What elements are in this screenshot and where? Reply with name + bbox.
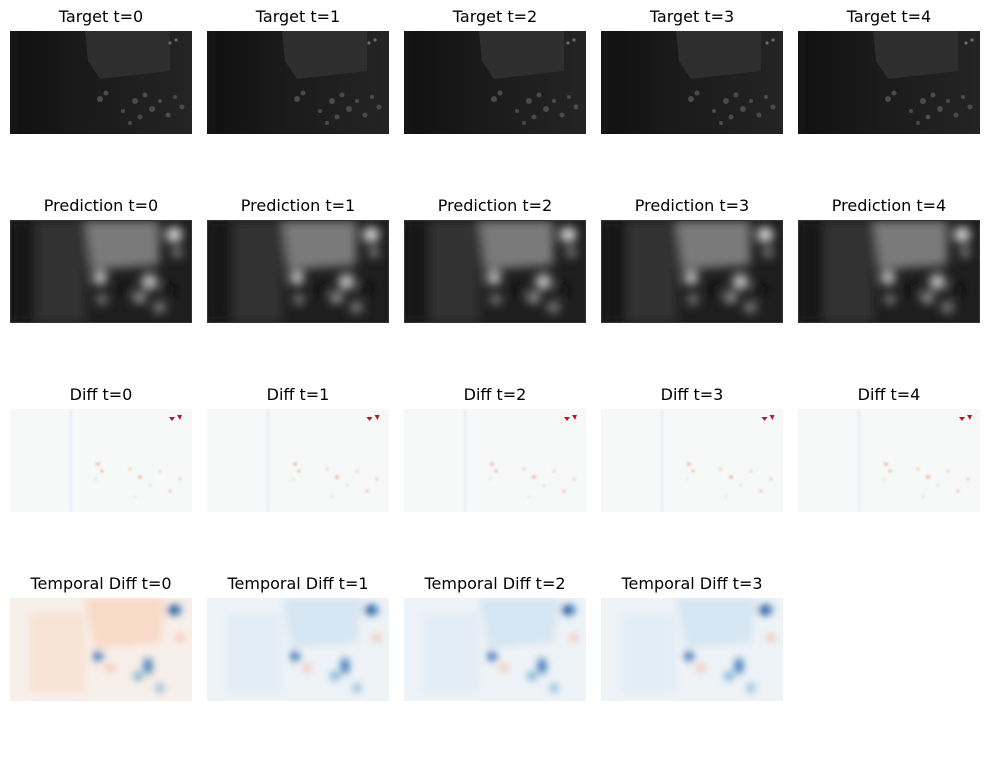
pred-image-4	[798, 220, 980, 323]
diff-image-4	[798, 409, 980, 512]
diff-title-3: Diff t=3	[660, 385, 724, 404]
temp-title-0: Temporal Diff t=0	[30, 574, 172, 593]
temp-image-3	[601, 598, 783, 701]
diff-title-2: Diff t=2	[463, 385, 527, 404]
temp-title-3: Temporal Diff t=3	[621, 574, 763, 593]
pred-image-0	[10, 220, 192, 323]
diff-title-4: Diff t=4	[857, 385, 921, 404]
target-image-2	[404, 31, 586, 134]
diff-image-0	[10, 409, 192, 512]
diff-image-3	[601, 409, 783, 512]
pred-title-2: Prediction t=2	[437, 196, 553, 215]
target-image-4	[798, 31, 980, 134]
target-title-3: Target t=3	[649, 7, 735, 26]
target-title-0: Target t=0	[58, 7, 144, 26]
pred-title-0: Prediction t=0	[43, 196, 159, 215]
pred-title-1: Prediction t=1	[240, 196, 356, 215]
diff-title-0: Diff t=0	[69, 385, 133, 404]
diff-title-1: Diff t=1	[266, 385, 330, 404]
pred-image-2	[404, 220, 586, 323]
diff-image-2	[404, 409, 586, 512]
target-title-4: Target t=4	[846, 7, 932, 26]
target-title-2: Target t=2	[452, 7, 538, 26]
diff-image-1	[207, 409, 389, 512]
temp-image-2	[404, 598, 586, 701]
temp-image-1	[207, 598, 389, 701]
target-image-1	[207, 31, 389, 134]
temp-image-0	[10, 598, 192, 701]
temp-title-2: Temporal Diff t=2	[424, 574, 566, 593]
pred-title-4: Prediction t=4	[831, 196, 947, 215]
target-image-3	[601, 31, 783, 134]
pred-image-1	[207, 220, 389, 323]
target-image-0	[10, 31, 192, 134]
target-title-1: Target t=1	[255, 7, 341, 26]
temp-title-1: Temporal Diff t=1	[227, 574, 369, 593]
pred-image-3	[601, 220, 783, 323]
pred-title-3: Prediction t=3	[634, 196, 750, 215]
